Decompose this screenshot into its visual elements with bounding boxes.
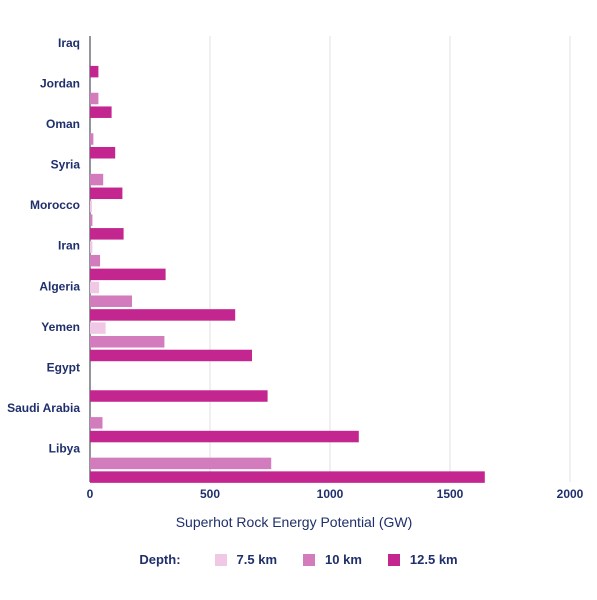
bar-oman-10-km: [90, 133, 94, 145]
bar-morocco-7-5-km: [90, 200, 92, 213]
legend-item-12-5-km: 12.5 km: [387, 552, 458, 567]
bar-yemen-12-5-km: [90, 349, 252, 362]
bar-libya-10-km: [90, 457, 272, 470]
bar-syria-12-5-km: [90, 187, 123, 200]
category-labels: Iraq Jordan Oman Syria Morocco Iran Algeria Yem…: [7, 36, 80, 455]
x-tick-label-1000: 1000: [317, 487, 344, 501]
legend-swatch-7-5-km: [214, 553, 227, 566]
bar-iran-12-5-km: [90, 268, 166, 281]
x-tick-label-2000: 2000: [557, 487, 584, 501]
x-tick-label-500: 500: [200, 487, 220, 501]
bar-iran-7-5-km: [90, 241, 93, 253]
bar-libya-12-5-km: [90, 471, 485, 483]
bar-iraq-12-5-km: [90, 65, 99, 78]
gridlines: [89, 36, 571, 482]
category-label-syria: Syria: [51, 158, 81, 172]
legend-item-10-km: 10 km: [303, 552, 362, 567]
legend-title: Depth:: [139, 552, 181, 567]
category-label-egypt: Egypt: [47, 360, 80, 374]
bar-jordan-10-km: [90, 92, 99, 105]
category-label-algeria: Algeria: [39, 279, 80, 293]
legend-swatch-10-km: [303, 553, 316, 566]
legend-label-10-km: 10 km: [325, 552, 362, 567]
category-label-jordan: Jordan: [40, 77, 80, 91]
x-tick-label-0: 0: [87, 487, 94, 501]
category-label-morocco: Morocco: [30, 198, 80, 212]
category-label-iraq: Iraq: [58, 36, 80, 50]
category-label-oman: Oman: [46, 117, 80, 131]
bar-morocco-12-5-km: [90, 228, 124, 240]
legend-label-12-5-km: 12.5 km: [409, 552, 458, 567]
bar-saudi-arabia-10-km: [90, 417, 103, 429]
bar-syria-10-km: [90, 173, 104, 186]
category-label-libya: Libya: [49, 441, 81, 455]
legend-label-7-5-km: 7.5 km: [236, 552, 278, 567]
bar-jordan-12-5-km: [90, 106, 112, 118]
category-label-yemen: Yemen: [41, 320, 80, 334]
bar-saudi-arabia-12-5-km: [90, 430, 359, 443]
legend-item-7-5-km: 7.5 km: [214, 552, 278, 567]
bar-egypt-12-5-km: [90, 390, 268, 402]
category-label-iran: Iran: [58, 239, 80, 253]
bar-oman-12-5-km: [90, 146, 116, 159]
bars: [90, 65, 485, 483]
bar-chart: Iraq Jordan Oman Syria Morocco Iran Algeria Yem…: [7, 36, 584, 530]
category-label-saudi-arabia: Saudi Arabia: [7, 401, 80, 415]
bar-iran-10-km: [90, 254, 101, 267]
bar-morocco-10-km: [90, 214, 93, 226]
legend-swatch-12-5-km: [387, 553, 400, 566]
bar-yemen-7-5-km: [90, 322, 106, 334]
bar-algeria-7-5-km: [90, 281, 100, 294]
x-tick-label-1500: 1500: [437, 487, 464, 501]
bar-algeria-12-5-km: [90, 309, 236, 321]
bar-yemen-10-km: [90, 336, 165, 348]
x-tick-labels: 0 500 1000 1500 2000: [87, 487, 584, 501]
legend: Depth: 7.5 km 10 km 12.5 km: [0, 552, 597, 567]
x-axis-title: Superhot Rock Energy Potential (GW): [176, 514, 413, 530]
bar-algeria-10-km: [90, 295, 132, 307]
